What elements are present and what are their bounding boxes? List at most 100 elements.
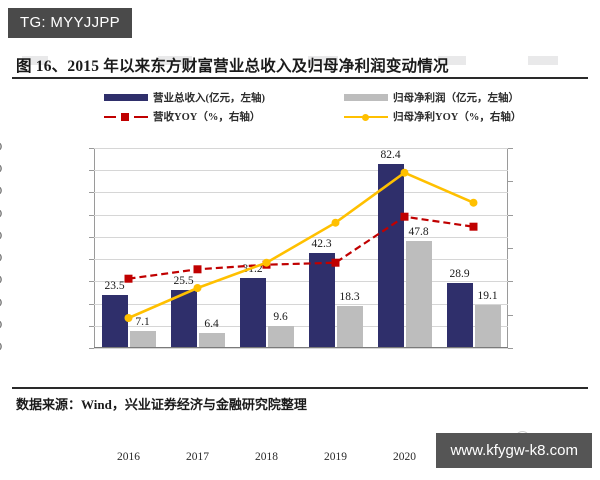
- legend-swatch-net-profit-yoy-line: [344, 112, 388, 121]
- legend-dash-segment: [104, 115, 116, 118]
- left-axis-tick: [89, 170, 94, 172]
- legend-swatch-revenue-yoy-line: [104, 112, 148, 121]
- bar-net-profit: [198, 332, 225, 347]
- right-axis-tick: [508, 314, 513, 316]
- left-axis-tick-label: 10: [0, 319, 2, 331]
- smudge-mark: [438, 56, 466, 65]
- bar-revenue: [377, 163, 404, 347]
- right-axis-tick: [508, 281, 513, 283]
- bar-revenue: [239, 277, 266, 347]
- data-label-net-profit: 7.1: [135, 316, 150, 329]
- legend-dash-segment: [134, 115, 148, 118]
- bar-net-profit: [405, 240, 432, 347]
- left-axis-tick-label: 20: [0, 297, 2, 309]
- category-label: 2018: [255, 451, 278, 463]
- left-axis-tick: [89, 259, 94, 261]
- marker-diamond: [469, 198, 478, 207]
- smudge-mark: [22, 56, 48, 65]
- gridline: [94, 325, 508, 327]
- data-label-net-profit: 6.4: [204, 317, 219, 330]
- legend-item-net-profit-yoy: 归母净利YOY（%，右轴）: [344, 109, 521, 124]
- legend-label-revenue: 营业总收入(亿元，左轴): [153, 93, 265, 104]
- source-note: 数据来源：Wind，兴业证券经济与金融研究院整理: [16, 397, 307, 412]
- gridline: [94, 259, 508, 261]
- tg-tag-watermark: TG: MYYJJPP: [8, 8, 132, 38]
- left-axis-tick-label: 60: [0, 208, 2, 220]
- marker-square: [124, 274, 133, 283]
- gridline: [94, 170, 508, 172]
- left-axis-line: [94, 148, 95, 348]
- data-label-revenue: 28.9: [449, 267, 470, 280]
- smudge-mark: [308, 56, 338, 65]
- line-revenue-yoy: [128, 215, 474, 280]
- marker-diamond: [124, 314, 133, 322]
- legend-item-revenue: 营业总收入(亿元，左轴): [104, 90, 265, 105]
- legend-marker-square: [121, 113, 129, 121]
- chart-legend: 营业总收入(亿元，左轴) 归母净利润（亿元，左轴） 营收YOY（%，右轴） 归母…: [104, 90, 574, 130]
- category-label: 2020: [393, 451, 416, 463]
- marker-diamond: [331, 218, 340, 227]
- left-axis-tick: [89, 214, 94, 216]
- right-axis-tick: [508, 214, 513, 216]
- right-axis-tick: [508, 148, 513, 149]
- data-label-net-profit: 19.1: [477, 289, 498, 302]
- left-axis-tick-label: 90: [0, 141, 2, 153]
- right-axis-line: [507, 148, 508, 348]
- left-axis-tick-label: 30: [0, 274, 2, 286]
- left-axis-tick-label: 80: [0, 163, 2, 175]
- bar-net-profit: [129, 331, 156, 347]
- left-axis-tick-label: 0: [0, 341, 2, 353]
- legend-swatch-net-profit-bar: [344, 94, 388, 101]
- left-axis-tick-label: 70: [0, 185, 2, 197]
- marker-square: [400, 212, 409, 221]
- category-axis-line: [94, 347, 508, 348]
- left-axis-tick: [89, 236, 94, 238]
- data-label-net-profit: 47.8: [408, 225, 429, 238]
- left-axis-tick: [89, 303, 94, 305]
- legend-swatch-revenue-bar: [104, 94, 148, 101]
- gridline: [94, 192, 508, 194]
- legend-label-net-profit: 归母净利润（亿元，左轴）: [393, 93, 519, 104]
- bar-revenue: [446, 282, 473, 347]
- data-label-revenue: 25.5: [173, 275, 194, 288]
- bar-revenue: [308, 253, 335, 347]
- marker-diamond: [193, 284, 202, 292]
- gridline: [94, 303, 508, 305]
- legend-label-net-profit-yoy: 归母净利YOY（%，右轴）: [393, 112, 522, 123]
- marker-square: [331, 258, 340, 267]
- data-label-revenue: 82.4: [380, 148, 401, 161]
- bar-net-profit: [267, 325, 294, 347]
- data-label-net-profit: 18.3: [339, 291, 360, 304]
- left-axis-tick: [89, 148, 94, 149]
- legend-marker-diamond: [362, 113, 369, 121]
- legend-item-revenue-yoy: 营收YOY（%，右轴）: [104, 109, 260, 124]
- gridline: [94, 236, 508, 238]
- left-axis-tick-label: 40: [0, 252, 2, 264]
- url-watermark: www.kfygw-k8.com: [436, 433, 592, 468]
- bar-revenue: [170, 290, 197, 347]
- smudge-mark: [158, 56, 192, 65]
- data-label-revenue: 23.5: [104, 279, 125, 292]
- chart-plot-area: 0102030405060708090 -100%-50%0%50%100%15…: [0, 141, 513, 463]
- left-axis-tick: [89, 325, 94, 327]
- right-axis-tick: [508, 348, 513, 349]
- gridline: [94, 348, 508, 349]
- left-axis-tick-label: 50: [0, 230, 2, 242]
- category-label: 2017: [186, 451, 209, 463]
- marker-diamond: [262, 258, 271, 267]
- gridline: [94, 214, 508, 216]
- title-divider: [12, 77, 588, 79]
- legend-item-net-profit: 归母净利润（亿元，左轴）: [344, 90, 519, 105]
- data-label-net-profit: 9.6: [273, 310, 288, 323]
- category-label: 2016: [117, 451, 140, 463]
- right-axis-tick: [508, 181, 513, 183]
- line-net-profit-yoy: [127, 171, 475, 320]
- category-label: 2019: [324, 451, 347, 463]
- line-series-group: [124, 168, 478, 322]
- marker-square: [193, 265, 202, 274]
- left-axis-tick: [89, 192, 94, 194]
- legend-label-revenue-yoy: 营收YOY（%，右轴）: [153, 112, 261, 123]
- bar-net-profit: [474, 304, 501, 347]
- left-axis-tick: [89, 281, 94, 283]
- data-label-revenue: 42.3: [311, 238, 332, 250]
